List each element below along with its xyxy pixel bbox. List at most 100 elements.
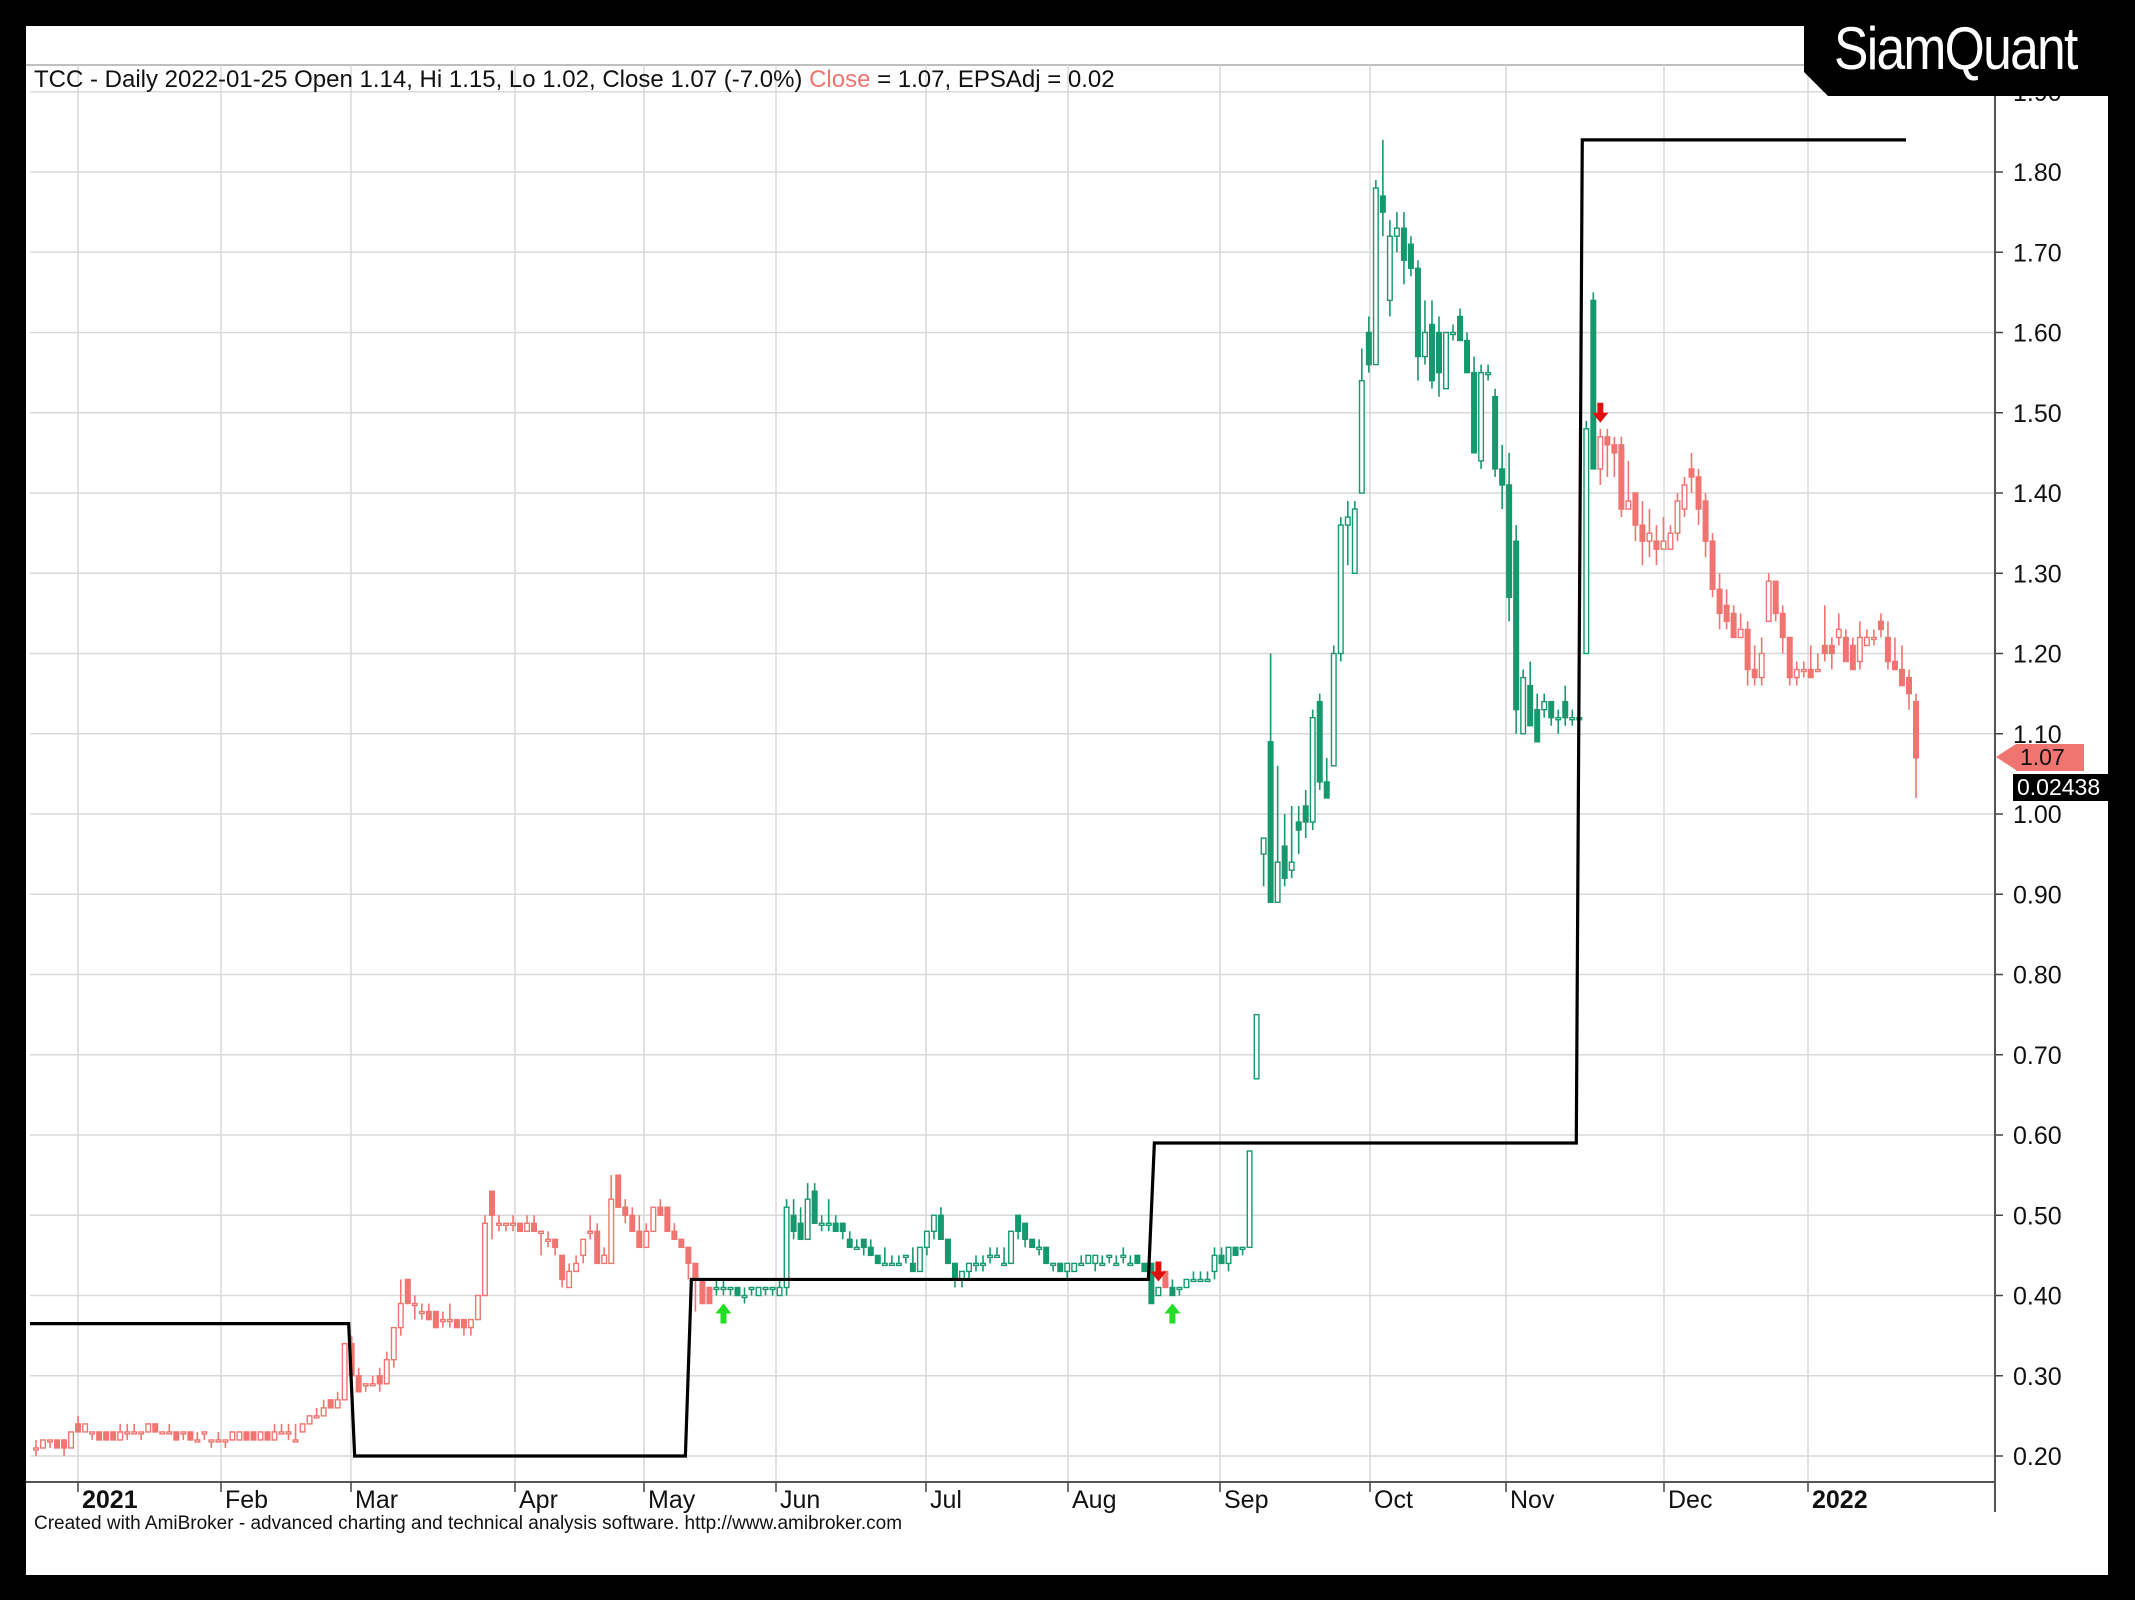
candle bbox=[973, 1255, 980, 1272]
candle bbox=[362, 1383, 369, 1392]
candle bbox=[1520, 669, 1527, 735]
candle bbox=[755, 1286, 762, 1297]
candle-body bbox=[1674, 500, 1681, 534]
candle bbox=[194, 1431, 201, 1443]
candle-body bbox=[313, 1415, 320, 1419]
candle-body bbox=[980, 1262, 987, 1267]
candle-body bbox=[61, 1439, 68, 1449]
candle-body bbox=[916, 1246, 923, 1273]
candle bbox=[1471, 356, 1478, 454]
candle-body bbox=[229, 1431, 236, 1441]
x-tick-label: Dec bbox=[1668, 1486, 1712, 1514]
candle-body bbox=[1884, 636, 1891, 663]
candle-body bbox=[1534, 708, 1541, 743]
candle-body bbox=[285, 1431, 292, 1435]
candle-body bbox=[1618, 444, 1625, 510]
candle-body bbox=[1723, 604, 1730, 623]
candle bbox=[201, 1431, 208, 1440]
candle-body bbox=[1891, 660, 1898, 671]
candle bbox=[1457, 308, 1464, 342]
candle bbox=[1793, 661, 1800, 686]
candle-body bbox=[1464, 339, 1471, 374]
candle-body bbox=[1211, 1254, 1218, 1273]
candle-body bbox=[1393, 227, 1400, 237]
candle bbox=[1022, 1222, 1029, 1248]
candle bbox=[292, 1423, 299, 1443]
candle-body bbox=[1330, 652, 1337, 767]
candle-body bbox=[1758, 652, 1765, 679]
candle bbox=[685, 1246, 692, 1280]
candle-body bbox=[264, 1431, 271, 1441]
candle bbox=[117, 1423, 124, 1441]
candle-body bbox=[720, 1286, 727, 1291]
candle bbox=[503, 1222, 510, 1232]
candle bbox=[797, 1207, 804, 1241]
candle bbox=[1253, 1013, 1260, 1080]
candle bbox=[769, 1286, 776, 1296]
candle-body bbox=[1386, 235, 1393, 302]
candle-body bbox=[439, 1318, 446, 1323]
y-tick-label: 0.60 bbox=[2013, 1122, 2062, 1150]
candle bbox=[446, 1303, 453, 1328]
candle-body bbox=[425, 1310, 432, 1321]
candle bbox=[1499, 444, 1506, 510]
candle bbox=[1709, 533, 1716, 598]
candle bbox=[40, 1439, 47, 1449]
candle-body bbox=[1022, 1222, 1029, 1241]
candle-body bbox=[124, 1431, 131, 1435]
candle-body bbox=[292, 1439, 299, 1443]
candle-body bbox=[1807, 668, 1814, 679]
candle bbox=[538, 1230, 545, 1256]
candle-body bbox=[194, 1439, 201, 1443]
y-axis: 0.200.300.400.500.600.700.800.901.001.10… bbox=[1994, 65, 2062, 1512]
candle-body bbox=[75, 1423, 82, 1433]
candle bbox=[96, 1431, 103, 1441]
candle-body bbox=[1793, 668, 1800, 679]
candle-body bbox=[1716, 588, 1723, 615]
x-tick-label: Aug bbox=[1072, 1486, 1116, 1514]
buy-arrow-icon bbox=[1164, 1303, 1181, 1324]
candle bbox=[762, 1286, 769, 1296]
candle-body bbox=[503, 1222, 510, 1226]
x-tick-label: Jun bbox=[780, 1486, 820, 1514]
candle bbox=[1492, 388, 1499, 477]
candle bbox=[229, 1431, 236, 1441]
candle bbox=[390, 1326, 397, 1368]
candle-body bbox=[1071, 1262, 1078, 1273]
candle bbox=[1912, 693, 1919, 798]
candle-body bbox=[453, 1318, 460, 1329]
candle-body bbox=[713, 1286, 720, 1291]
candle bbox=[552, 1238, 559, 1256]
candle-body bbox=[1478, 371, 1485, 462]
candle bbox=[320, 1399, 327, 1417]
close-value: = 1.07, bbox=[877, 66, 952, 93]
candle bbox=[783, 1199, 790, 1296]
candle-body bbox=[201, 1431, 208, 1435]
candle bbox=[1204, 1271, 1211, 1283]
candle bbox=[222, 1439, 229, 1448]
candle bbox=[1127, 1255, 1134, 1267]
candle bbox=[1870, 629, 1877, 646]
candle-body bbox=[187, 1431, 194, 1441]
candle-body bbox=[1057, 1262, 1064, 1273]
candle bbox=[636, 1215, 643, 1249]
candle bbox=[1225, 1246, 1232, 1272]
candle-body bbox=[517, 1222, 524, 1233]
candle-body bbox=[1870, 636, 1877, 641]
candle-body bbox=[54, 1439, 61, 1449]
candle bbox=[1814, 653, 1821, 673]
candle bbox=[278, 1423, 285, 1435]
candle-body bbox=[1800, 668, 1807, 673]
candle bbox=[1169, 1279, 1176, 1297]
candle bbox=[495, 1215, 502, 1232]
candle bbox=[1141, 1262, 1148, 1273]
candle-body bbox=[1260, 837, 1267, 855]
candle-body bbox=[1232, 1246, 1239, 1257]
candle bbox=[818, 1215, 825, 1232]
candle bbox=[1702, 493, 1709, 558]
candle-body bbox=[1485, 371, 1492, 376]
candle bbox=[250, 1431, 257, 1441]
candle bbox=[699, 1278, 706, 1305]
candle bbox=[1877, 613, 1884, 638]
